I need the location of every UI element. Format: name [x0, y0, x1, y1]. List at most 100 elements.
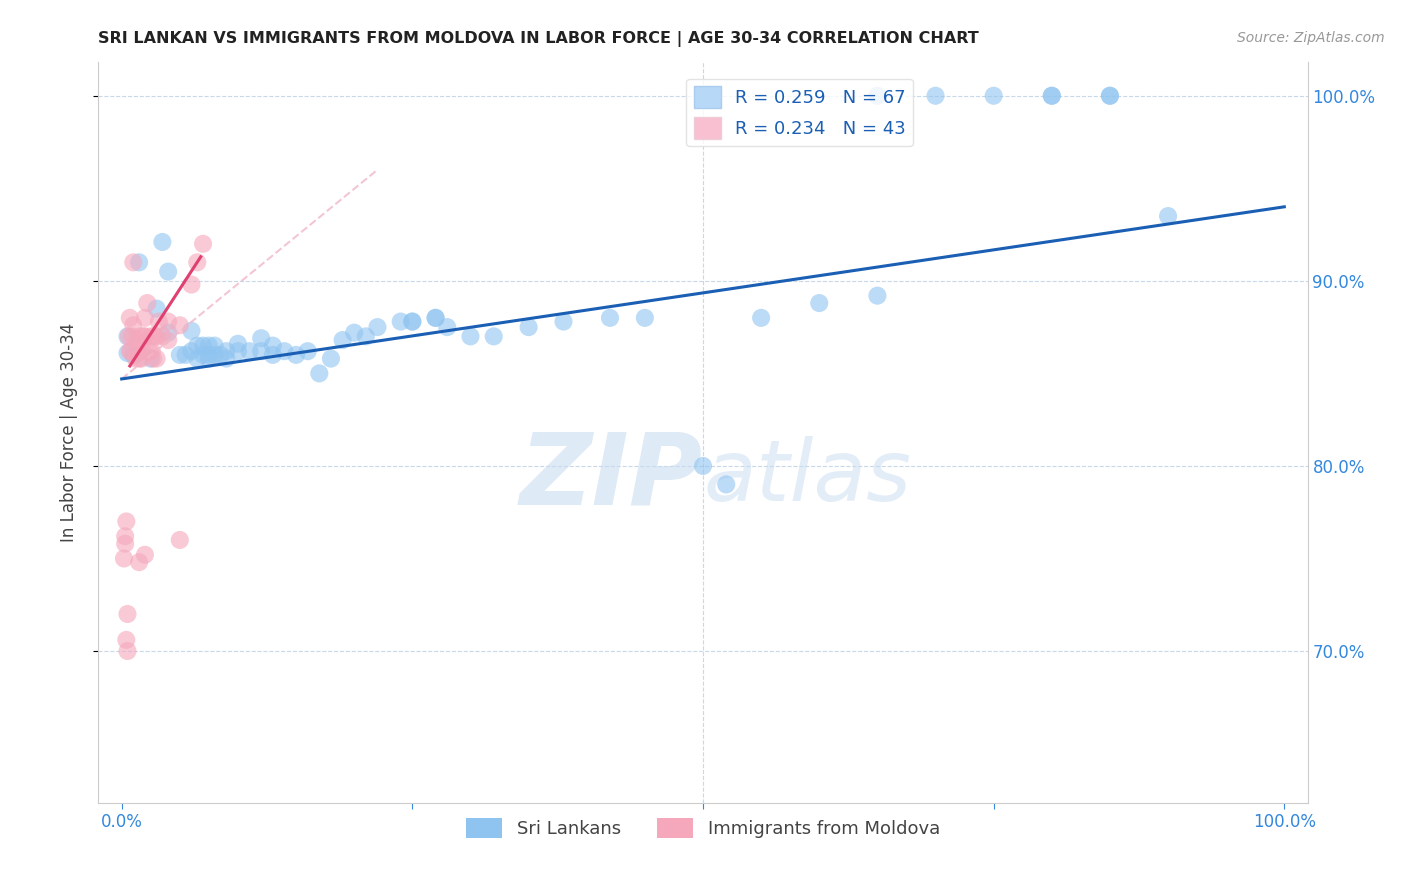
Point: [1098, 88, 1121, 103]
Point: [139, 329, 162, 343]
Text: atlas: atlas: [703, 435, 911, 518]
Point: [198, 351, 221, 366]
Point: [117, 329, 139, 343]
Point: [354, 329, 377, 343]
Point: [157, 333, 180, 347]
Point: [250, 344, 273, 359]
Y-axis label: In Labor Force | Age 30-34: In Labor Force | Age 30-34: [59, 323, 77, 542]
Point: [180, 344, 202, 359]
Point: [191, 338, 214, 352]
Point: [285, 348, 308, 362]
Point: [401, 314, 423, 328]
Point: [866, 288, 889, 302]
Point: [425, 310, 447, 325]
Point: [209, 348, 232, 362]
Point: [262, 338, 284, 352]
Legend: Sri Lankans, Immigrants from Moldova: Sri Lankans, Immigrants from Moldova: [458, 810, 948, 846]
Point: [425, 310, 447, 325]
Point: [343, 326, 366, 340]
Point: [215, 351, 238, 366]
Point: [139, 351, 162, 366]
Point: [389, 314, 412, 328]
Point: [157, 314, 180, 328]
Point: [142, 351, 165, 366]
Point: [250, 331, 273, 345]
Point: [332, 333, 354, 347]
Point: [924, 88, 946, 103]
Point: [186, 338, 208, 352]
Point: [122, 348, 145, 362]
Point: [239, 344, 262, 359]
Point: [553, 314, 575, 328]
Text: Source: ZipAtlas.com: Source: ZipAtlas.com: [1237, 31, 1385, 45]
Point: [114, 529, 136, 543]
Point: [198, 338, 221, 352]
Point: [150, 329, 173, 343]
Point: [1040, 88, 1063, 103]
Point: [141, 344, 163, 359]
Point: [117, 607, 139, 621]
Point: [273, 344, 295, 359]
Point: [749, 310, 772, 325]
Point: [169, 348, 191, 362]
Point: [150, 235, 173, 249]
Point: [114, 536, 136, 550]
Point: [131, 344, 153, 359]
Point: [138, 344, 160, 359]
Point: [157, 326, 180, 340]
Point: [174, 348, 197, 362]
Point: [226, 344, 249, 359]
Point: [122, 255, 145, 269]
Point: [634, 310, 657, 325]
Point: [157, 264, 180, 278]
Point: [297, 344, 319, 359]
Point: [191, 236, 214, 251]
Point: [134, 548, 156, 562]
Point: [145, 351, 167, 366]
Point: [118, 310, 141, 325]
Point: [517, 320, 540, 334]
Point: [808, 296, 831, 310]
Point: [117, 644, 139, 658]
Point: [460, 329, 482, 343]
Point: [128, 351, 150, 366]
Point: [134, 329, 156, 343]
Point: [262, 348, 284, 362]
Point: [131, 351, 153, 366]
Point: [319, 351, 342, 366]
Point: [128, 348, 150, 362]
Point: [125, 333, 148, 347]
Point: [118, 329, 141, 343]
Point: [127, 344, 149, 359]
Point: [482, 329, 505, 343]
Point: [145, 301, 167, 316]
Point: [1157, 209, 1180, 223]
Point: [186, 351, 208, 366]
Point: [866, 88, 889, 103]
Point: [129, 329, 152, 343]
Point: [198, 348, 221, 362]
Point: [121, 329, 143, 343]
Text: ZIP: ZIP: [520, 428, 703, 525]
Point: [124, 351, 146, 366]
Point: [308, 367, 330, 381]
Point: [692, 458, 714, 473]
Point: [148, 314, 170, 328]
Point: [145, 329, 167, 343]
Point: [122, 318, 145, 333]
Point: [169, 318, 191, 333]
Text: SRI LANKAN VS IMMIGRANTS FROM MOLDOVA IN LABOR FORCE | AGE 30-34 CORRELATION CHA: SRI LANKAN VS IMMIGRANTS FROM MOLDOVA IN…: [98, 31, 979, 47]
Point: [136, 296, 159, 310]
Point: [169, 533, 191, 547]
Point: [143, 329, 166, 343]
Point: [186, 255, 208, 269]
Point: [401, 314, 423, 328]
Point: [204, 348, 226, 362]
Point: [128, 255, 150, 269]
Point: [1040, 88, 1063, 103]
Point: [117, 346, 139, 360]
Point: [128, 555, 150, 569]
Point: [180, 277, 202, 292]
Point: [226, 336, 249, 351]
Point: [436, 320, 458, 334]
